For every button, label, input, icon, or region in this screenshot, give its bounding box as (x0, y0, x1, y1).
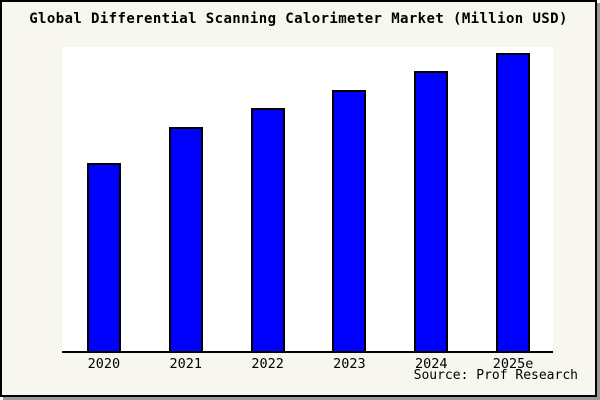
bar-2021 (168, 127, 203, 351)
source-credit: Source: Prof Research (413, 368, 578, 383)
bar-2024 (414, 71, 449, 351)
x-tick-label: 2020 (87, 356, 121, 372)
x-tick-label: 2025e (492, 356, 534, 372)
bar-2022 (250, 108, 285, 351)
bar-2020 (86, 163, 121, 351)
plot-area (62, 47, 553, 353)
x-tick-label: 2022 (251, 356, 284, 372)
bar-2023 (332, 90, 367, 351)
x-tick-label: 2024 (414, 356, 448, 372)
x-tick-label: 2021 (169, 356, 203, 372)
chart-title: Global Differential Scanning Calorimeter… (29, 11, 568, 27)
x-tick-label: 2023 (333, 356, 366, 372)
bar-2025e (496, 53, 531, 351)
